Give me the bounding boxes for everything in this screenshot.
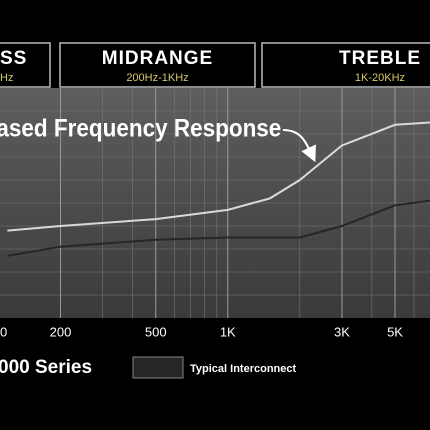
- band-name: SS: [0, 48, 27, 69]
- band-name: TREBLE: [339, 48, 421, 69]
- annotation-arrow: [282, 129, 316, 163]
- band-range: Hz: [0, 72, 13, 84]
- x-tick-label: 500: [145, 324, 167, 339]
- band-name: MIDRANGE: [102, 48, 213, 69]
- x-tick-label: 200: [50, 324, 72, 339]
- legend-label: 000 Series: [0, 357, 92, 378]
- band-range: 1K-20KHz: [355, 72, 405, 84]
- x-tick-label: 1K: [220, 324, 236, 339]
- annotation: ased Frequency Response: [0, 115, 281, 143]
- legend-swatch: [132, 356, 184, 379]
- series-line: [7, 121, 430, 232]
- band-box: [59, 42, 256, 88]
- x-tick-label: 0: [0, 324, 7, 339]
- series-line: [7, 199, 430, 257]
- x-tick-label: 3K: [334, 324, 350, 339]
- band-box: [261, 42, 430, 88]
- legend-label: Typical Interconnect: [190, 363, 296, 375]
- band-box: [0, 42, 51, 88]
- x-tick-label: 5K: [387, 324, 403, 339]
- band-range: 200Hz-1KHz: [126, 72, 188, 84]
